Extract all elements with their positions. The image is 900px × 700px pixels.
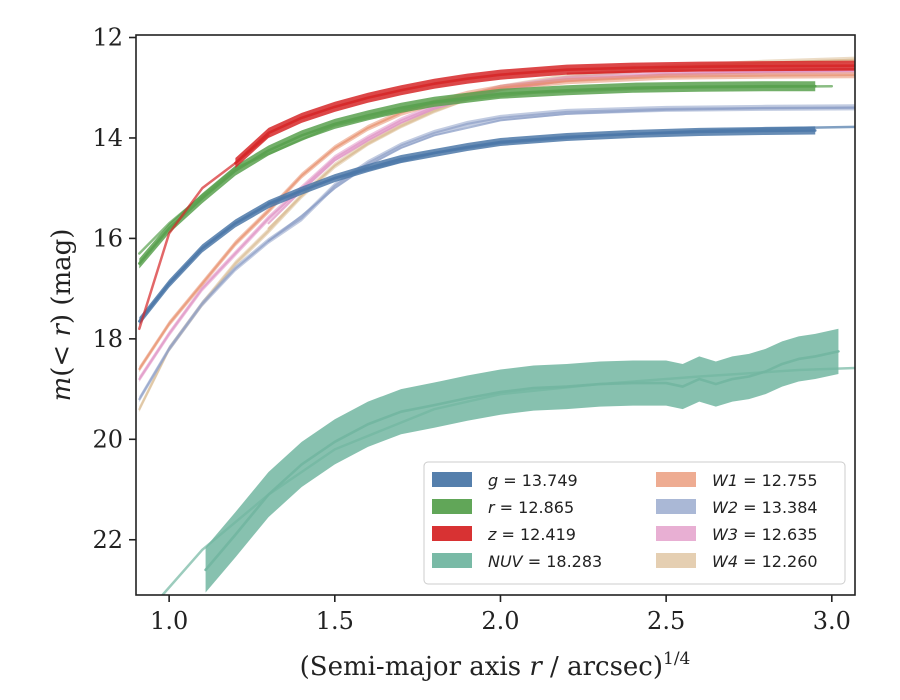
legend-label-w1: W1 = 12.755: [712, 471, 818, 490]
plot-area: [138, 56, 855, 595]
series-w1: [138, 72, 855, 373]
legend-item-nuv: NUV = 18.283: [432, 552, 602, 571]
series-w1-line: [138, 74, 855, 370]
legend-label-w2: W2 = 13.384: [712, 498, 818, 517]
plot-frame: [135, 34, 856, 596]
legend-item-w4: W4 = 12.260: [656, 552, 818, 571]
legend-item-w3: W3 = 12.635: [656, 525, 818, 544]
legend-item-g: g = 13.749: [432, 471, 578, 490]
y-tick-label: 18: [92, 325, 123, 353]
legend-swatch-g: [432, 472, 472, 487]
series-g-line: [138, 129, 817, 323]
series-r: [138, 81, 834, 269]
x-tick-label: 1.0: [150, 607, 188, 635]
series-nuv: [161, 328, 855, 595]
series-nuv-line: [204, 350, 840, 572]
legend-frame: [423, 461, 846, 585]
series-z-line: [234, 64, 855, 165]
x-axis: 1.0 1.5 2.0 2.5 3.0: [150, 595, 851, 635]
x-tick-label: 3.0: [813, 607, 851, 635]
x-tick-label: 1.5: [316, 607, 354, 635]
legend-label-w3: W3 = 12.635: [712, 525, 818, 544]
legend-label-g: g = 13.749: [488, 471, 578, 490]
legend-label-z: z = 12.419: [487, 525, 576, 544]
legend-item-w2: W2 = 13.384: [656, 498, 818, 517]
y-tick-label: 20: [92, 425, 123, 453]
series-nuv-band: [205, 328, 839, 593]
series-z: [138, 60, 855, 331]
legend-swatch-r: [432, 499, 472, 514]
legend-item-z: z = 12.419: [432, 525, 576, 544]
x-axis-label: (Semi-major axis r / arcsec)1/4: [300, 649, 691, 682]
legend-swatch-w1: [656, 472, 696, 487]
x-tick-label: 2.5: [647, 607, 685, 635]
series-w2-line: [138, 106, 855, 401]
legend-swatch-w4: [656, 553, 696, 568]
legend-item-w1: W1 = 12.755: [656, 471, 818, 490]
series-w2: [138, 104, 855, 403]
legend: g = 13.749 r = 12.865 z = 12.419 NUV = 18.2…: [423, 461, 846, 585]
legend-label-w4: W4 = 12.260: [712, 552, 818, 571]
legend-swatch-w2: [656, 499, 696, 514]
legend-swatch-w3: [656, 526, 696, 541]
y-axis: 12 14 16 18 20 22: [92, 24, 136, 554]
legend-swatch-z: [432, 526, 472, 541]
y-tick-label: 12: [92, 24, 123, 52]
y-tick-label: 16: [92, 224, 123, 252]
legend-label-r: r = 12.865: [488, 498, 574, 517]
x-tick-label: 2.0: [481, 607, 519, 635]
y-axis-label: m(< r) (mag): [47, 229, 77, 402]
y-tick-label: 22: [92, 526, 123, 554]
legend-swatch-nuv: [432, 553, 472, 568]
y-tick-label: 14: [92, 124, 123, 152]
series-r-line: [138, 84, 817, 265]
legend-item-r: r = 12.865: [432, 498, 574, 517]
series-g: [138, 125, 855, 326]
legend-label-nuv: NUV = 18.283: [488, 552, 602, 571]
